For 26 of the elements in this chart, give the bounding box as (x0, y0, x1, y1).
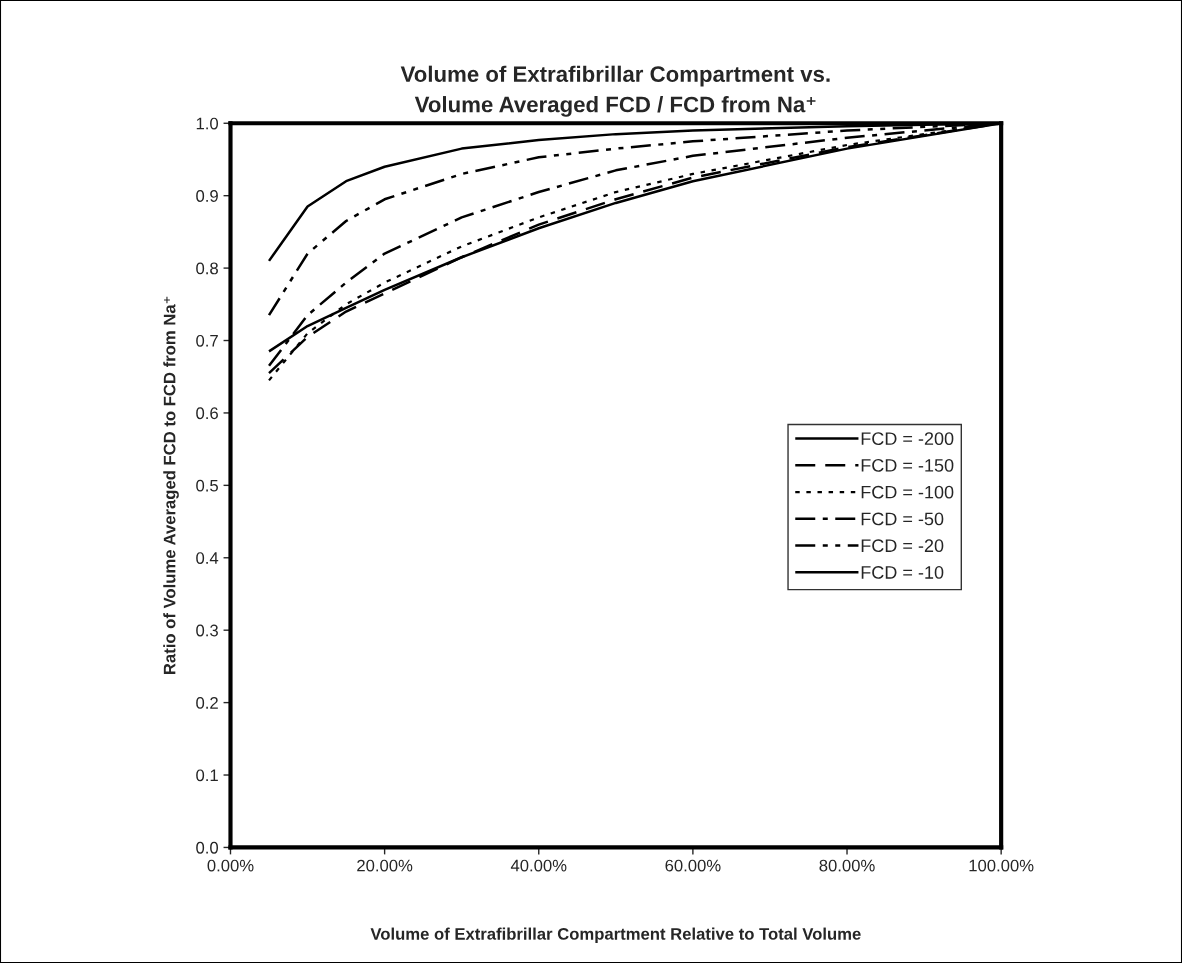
y-tick-label: 0.5 (196, 479, 218, 492)
y-tick-label: 0.9 (196, 190, 218, 202)
y-axis-title: Ratio of Volume Averaged FCD to FCD from Na⁺ (163, 296, 179, 674)
x-tick-label: 100.00% (969, 859, 1034, 872)
x-axis-title: Volume of Extrafibrillar Compartment Relative to Total Volume (370, 927, 861, 944)
x-tick-label: 60.00% (665, 859, 721, 872)
y-tick-label: 0.0 (196, 841, 219, 854)
y-tick-label: 1.0 (196, 117, 219, 130)
legend-label: FCD = -20 (861, 539, 944, 553)
legend-label: FCD = -50 (861, 512, 944, 526)
chart-title: Volume of Extrafibrillar Compartment vs. Volume Averaged FCD / FCD from Na⁺ (400, 65, 830, 117)
x-tick-label: 20.00% (357, 859, 413, 872)
legend-label: FCD = -10 (861, 566, 944, 579)
y-tick-label: 0.6 (196, 407, 218, 420)
legend-label: FCD = -200 (861, 432, 954, 446)
y-tick-label: 0.1 (196, 769, 218, 782)
legend-label: FCD = -100 (861, 485, 954, 499)
x-tick-label: 80.00% (819, 859, 875, 872)
y-tick-label: 0.4 (196, 552, 219, 564)
legend-label: FCD = -150 (861, 459, 954, 472)
y-tick-label: 0.3 (196, 624, 218, 637)
x-tick-label: 0.00% (207, 859, 254, 872)
x-tick-label: 40.00% (510, 859, 567, 872)
y-tick-label: 0.8 (196, 262, 218, 275)
y-tick-label: 0.2 (196, 697, 218, 709)
y-tick-label: 0.7 (196, 334, 218, 347)
